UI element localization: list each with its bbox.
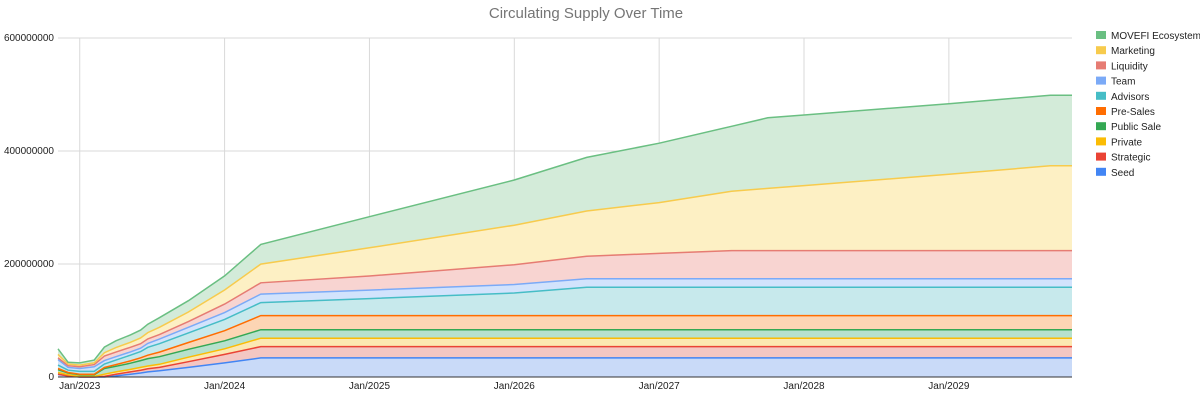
x-tick-label: Jan/2027	[639, 381, 681, 392]
y-tick-label: 600000000	[4, 33, 54, 44]
legend-swatch	[1096, 137, 1106, 146]
legend-label: Private	[1111, 137, 1143, 148]
legend: MOVEFI Ecosystem Marketing Liquidity Team Ad…	[1096, 31, 1200, 179]
legend-swatch	[1096, 152, 1106, 161]
legend-item[interactable]: Seed	[1096, 167, 1134, 179]
legend-item[interactable]: Advisors	[1096, 91, 1149, 103]
y-tick-label: 400000000	[4, 146, 54, 157]
legend-label: Seed	[1111, 168, 1134, 179]
x-tick-label: Jan/2024	[204, 381, 246, 392]
legend-swatch	[1096, 76, 1106, 85]
area-advisors	[58, 287, 1072, 375]
legend-label: Marketing	[1111, 46, 1155, 57]
y-tick-label: 200000000	[4, 259, 54, 270]
x-tick-label: Jan/2026	[494, 381, 536, 392]
legend-swatch	[1096, 122, 1106, 131]
line-liquidity	[57, 249, 1072, 368]
legend-label: Team	[1111, 77, 1135, 88]
area-seed	[58, 357, 1072, 377]
line-team	[57, 278, 1072, 370]
legend-label: Strategic	[1111, 153, 1150, 164]
legend-item[interactable]: Public Sale	[1096, 122, 1161, 133]
legend-item[interactable]: Pre-Sales	[1096, 107, 1155, 118]
legend-swatch	[1096, 107, 1106, 115]
x-tick-label: Jan/2025	[349, 381, 391, 392]
axes: 0 200000000 400000000 600000000 Jan/2023 Jan/…	[4, 33, 1072, 392]
line-marketing	[57, 165, 1072, 366]
legend-item[interactable]: Strategic	[1096, 152, 1150, 164]
legend-item[interactable]: Marketing	[1096, 46, 1155, 57]
area-movefi-ecosystem	[58, 95, 1072, 366]
area-pre-sales	[58, 315, 1072, 375]
legend-item[interactable]: Liquidity	[1096, 61, 1148, 72]
area-strategic	[58, 346, 1072, 377]
y-tick-label: 0	[48, 372, 54, 383]
legend-swatch	[1096, 46, 1106, 55]
line-pre-sales	[57, 314, 1072, 375]
line-movefi-ecosystem	[57, 94, 1072, 364]
x-tick-label: Jan/2028	[783, 381, 825, 392]
legend-item[interactable]: Team	[1096, 76, 1135, 88]
line-private	[57, 337, 1072, 378]
legend-swatch	[1096, 31, 1106, 39]
legend-swatch	[1096, 91, 1106, 100]
legend-label: Pre-Sales	[1111, 107, 1155, 118]
legend-swatch	[1096, 167, 1106, 176]
legend-swatch	[1096, 61, 1106, 70]
chart-title: Circulating Supply Over Time	[489, 5, 683, 22]
area-public-sale	[58, 329, 1072, 377]
area-marketing	[58, 165, 1072, 367]
legend-label: Advisors	[1111, 92, 1149, 103]
x-tick-label: Jan/2023	[59, 381, 101, 392]
line-advisors	[57, 286, 1072, 373]
legend-item[interactable]: MOVEFI Ecosystem	[1096, 31, 1200, 42]
series-lines	[57, 94, 1072, 378]
legend-label: Liquidity	[1111, 61, 1148, 72]
x-tick-label: Jan/2029	[928, 381, 970, 392]
legend-label: MOVEFI Ecosystem	[1111, 31, 1200, 42]
legend-label: Public Sale	[1111, 122, 1161, 133]
legend-item[interactable]: Private	[1096, 137, 1143, 148]
